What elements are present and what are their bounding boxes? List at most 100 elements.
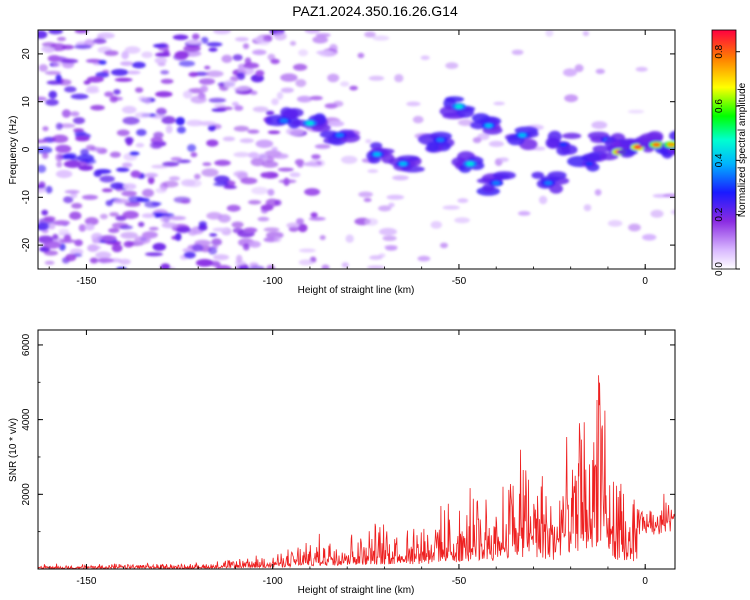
ridge-peak [399, 161, 408, 166]
noise-blob [190, 152, 198, 158]
ridge-halo [669, 130, 675, 142]
noise-blob [111, 68, 129, 76]
noise-blob [368, 75, 385, 81]
noise-blob [104, 91, 114, 97]
noise-blob [349, 85, 358, 91]
noise-blob [314, 144, 331, 149]
noise-blob [136, 196, 145, 202]
noise-blob [308, 216, 326, 221]
noise-blob [105, 200, 114, 207]
noise-blob [95, 71, 110, 78]
noise-blob [214, 175, 230, 184]
noise-blob [214, 159, 231, 166]
noise-blob [236, 72, 246, 80]
noise-blob [262, 35, 272, 42]
noise-blob [165, 124, 173, 134]
noise-blob [155, 91, 173, 98]
x-tick-label: 0 [642, 576, 648, 587]
noise-blob [109, 212, 119, 217]
noise-blob [121, 190, 137, 197]
y-tick-label: 10 [21, 96, 32, 108]
noise-blob [365, 139, 372, 144]
ridge-peak [633, 145, 642, 150]
noise-blob [52, 233, 59, 240]
noise-blob [379, 227, 397, 236]
noise-blob [80, 148, 89, 156]
colorbar-tick-label: 0.2 [714, 207, 725, 221]
noise-blob [73, 44, 92, 50]
noise-blob [310, 212, 318, 218]
noise-blob [116, 266, 127, 269]
noise-blob [56, 161, 63, 168]
ridge-peak [544, 181, 553, 185]
noise-blob [234, 105, 244, 111]
noise-blob [280, 73, 298, 82]
noise-blob [48, 30, 63, 35]
noise-blob [44, 70, 62, 75]
noise-blob [149, 141, 163, 149]
noise-blob [85, 58, 102, 63]
noise-blob [135, 143, 145, 148]
x-tick-label: -150 [76, 576, 96, 587]
noise-blob [75, 136, 90, 142]
spectrogram-x-ticks: -150 -100 -50 0 [48, 30, 648, 287]
colorbar-label: Normalized spectral amplitude [737, 82, 748, 217]
noise-blob [250, 157, 265, 167]
noise-blob [670, 209, 675, 215]
noise-blob [289, 172, 301, 178]
noise-blob [273, 236, 282, 243]
y-tick-label: -10 [21, 190, 32, 205]
noise-blob [294, 159, 305, 166]
noise-blob [457, 198, 469, 203]
noise-blob [174, 232, 182, 241]
noise-blob [43, 241, 61, 249]
noise-blob [148, 226, 159, 231]
snr-y-ticks: 2000 4000 6000 [21, 333, 675, 533]
noise-blob [51, 134, 69, 143]
spectrogram-heatmap [38, 30, 675, 269]
ridge-peak [652, 142, 661, 147]
noise-blob [156, 107, 167, 116]
noise-blob [78, 224, 87, 232]
noise-blob [101, 188, 113, 193]
noise-blob [200, 85, 209, 93]
noise-blob [498, 157, 509, 162]
y-tick-label: 0 [21, 146, 32, 152]
noise-blob [89, 257, 99, 264]
snr-x-ticks: -150 -100 -50 0 [48, 330, 648, 587]
colorbar-tick-label: 0.6 [714, 99, 725, 113]
colorbar-tick-label: 0.4 [714, 153, 725, 167]
noise-blob [64, 189, 80, 194]
noise-blob [260, 204, 274, 211]
ridge-halo [639, 132, 663, 144]
ridge-halo [401, 165, 425, 173]
noise-blob [78, 165, 94, 171]
noise-blob [233, 170, 248, 177]
ridge-halo [599, 152, 619, 161]
noise-blob [182, 90, 193, 99]
noise-blob [97, 32, 115, 39]
noise-blob [224, 79, 236, 88]
noise-blob [186, 40, 203, 45]
noise-blob [538, 195, 548, 205]
noise-blob [367, 169, 379, 173]
ridge-peak [518, 133, 527, 138]
ridge-halo [482, 183, 495, 193]
noise-blob [93, 170, 102, 177]
noise-blob [582, 30, 590, 37]
noise-blob [84, 217, 99, 226]
noise-blob [136, 129, 147, 136]
noise-blob [283, 177, 290, 186]
noise-blob [341, 155, 358, 164]
noise-blob [188, 72, 199, 77]
noise-blob [248, 265, 265, 269]
noise-blob [208, 247, 218, 255]
noise-blob [420, 55, 430, 61]
ridge-peak [279, 118, 288, 123]
noise-blob [116, 167, 130, 172]
noise-blob [201, 168, 219, 177]
noise-blob [635, 66, 648, 72]
noise-blob [138, 221, 145, 227]
noise-blob [42, 126, 49, 132]
